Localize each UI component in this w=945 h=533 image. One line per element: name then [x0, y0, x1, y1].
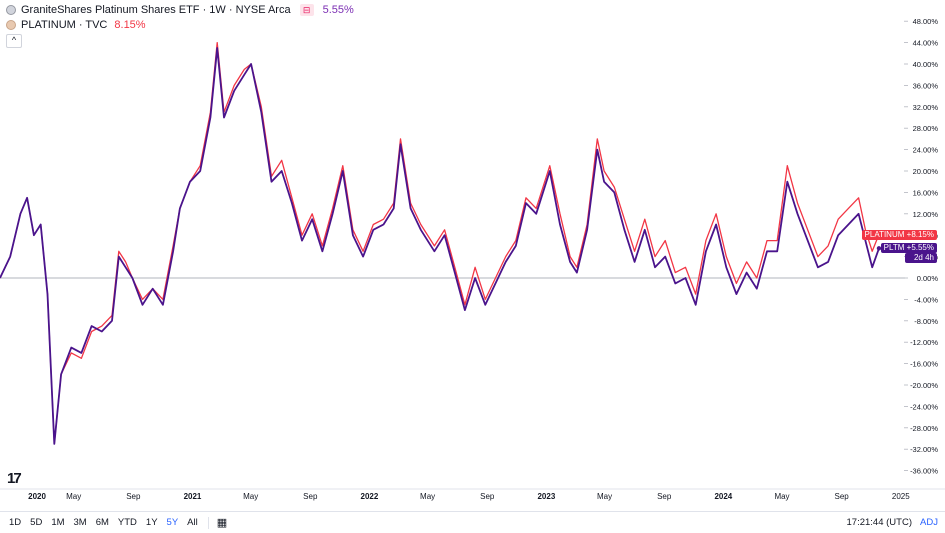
compare-legend[interactable]: PLATINUM · TVC 8.15% [6, 19, 146, 31]
x-tick-label: May [774, 492, 789, 501]
x-tick-label: May [243, 492, 258, 501]
bar-countdown-label: 2d 4h [905, 253, 937, 263]
bottom-toolbar: 1D 5D 1M 3M 6M YTD 1Y 5Y All ▦ 17:21:44 … [0, 511, 945, 533]
platinum-price-label: PLATINUM +8.15% [861, 230, 937, 240]
series-line-platinum [0, 41, 880, 445]
y-tick-label: 16.00% [913, 188, 939, 197]
x-tick-label: May [66, 492, 81, 501]
compare-symbol-value: 8.15% [114, 19, 146, 31]
y-tick-label: -16.00% [910, 360, 938, 369]
x-tick-label: Sep [835, 492, 850, 501]
pltm-price-value: +5.55% [906, 243, 934, 252]
y-tick-label: -28.00% [910, 424, 938, 433]
y-tick-label: 44.00% [913, 39, 939, 48]
y-tick-label: 12.00% [913, 210, 939, 219]
x-tick-label: 2020 [28, 492, 46, 501]
y-tick-label: 36.00% [913, 81, 939, 90]
x-tick-label: 2021 [184, 492, 202, 501]
y-tick-label: 32.00% [913, 103, 939, 112]
x-axis: 2020 May Sep 2021 May Sep 2022 May Sep 2023 May Sep… [0, 488, 945, 501]
main-legend[interactable]: GraniteShares Platinum Shares ETF · 1W ·… [6, 4, 354, 16]
main-symbol-value: 5.55% [322, 4, 354, 16]
symbol-logo-icon [6, 5, 16, 15]
y-tick-label: -24.00% [910, 402, 938, 411]
legend-collapse-button[interactable]: ^ [6, 34, 22, 48]
timeframe-ytd-button[interactable]: YTD [117, 517, 137, 528]
toolbar-divider [207, 516, 209, 529]
timeframe-1m-button[interactable]: 1M [51, 517, 65, 528]
compare-symbol-title: PLATINUM · TVC [21, 19, 108, 31]
timeframe-all-button[interactable]: All [187, 517, 198, 528]
y-tick-label: -8.00% [914, 317, 938, 326]
x-tick-label: Sep [303, 492, 318, 501]
timeframe-3m-button[interactable]: 3M [73, 517, 87, 528]
x-tick-label: Sep [480, 492, 495, 501]
timeframe-5d-button[interactable]: 5D [30, 517, 43, 528]
timeframe-1y-button[interactable]: 1Y [145, 517, 158, 528]
series-last-point-pltm [876, 246, 882, 251]
timeframe-5y-button[interactable]: 5Y [166, 517, 179, 528]
y-tick-label: -20.00% [910, 381, 938, 390]
x-tick-label: Sep [126, 492, 141, 501]
y-tick-label: -36.00% [910, 467, 938, 476]
y-tick-label: 20.00% [913, 167, 939, 176]
series-lines [0, 41, 882, 445]
x-tick-label: May [597, 492, 612, 501]
adjust-data-button[interactable]: ADJ [920, 517, 938, 528]
series-line-pltm [0, 47, 880, 445]
y-tick-label: 40.00% [913, 60, 939, 69]
y-tick-label: -4.00% [914, 295, 938, 304]
x-tick-label: 2025 [892, 492, 910, 501]
tradingview-logo-icon[interactable]: 17 [7, 470, 22, 487]
x-tick-label: 2024 [714, 492, 732, 501]
y-tick-label: 28.00% [913, 124, 939, 133]
y-tick-label: 48.00% [913, 17, 939, 26]
calendar-range-icon[interactable]: ▦ [216, 517, 228, 529]
utc-clock[interactable]: 17:21:44 (UTC) [846, 517, 912, 528]
x-tick-label: 2023 [537, 492, 555, 501]
platinum-price-value: +8.15% [906, 230, 934, 239]
y-tick-label: -12.00% [910, 338, 938, 347]
x-tick-label: Sep [657, 492, 672, 501]
y-tick-label: -32.00% [910, 445, 938, 454]
y-axis: 48.00% 44.00% 40.00% 36.00% 32.00% 28.00% 24.0… [904, 17, 939, 476]
y-tick-label: 0.00% [917, 274, 939, 283]
timeframe-1d-button[interactable]: 1D [9, 517, 22, 528]
compare-symbol-logo-icon [6, 20, 16, 30]
pltm-price-label: PLTM +5.55% [880, 243, 937, 253]
x-tick-label: May [420, 492, 435, 501]
main-symbol-title: GraniteShares Platinum Shares ETF · 1W ·… [21, 4, 291, 16]
legend-chip-icon[interactable]: ⊟ [299, 4, 314, 16]
pltm-price-name: PLTM [883, 243, 905, 252]
y-tick-label: 24.00% [913, 146, 939, 155]
platinum-price-name: PLATINUM [864, 230, 905, 239]
x-tick-label: 2022 [361, 492, 379, 501]
timeframe-6m-button[interactable]: 6M [95, 517, 109, 528]
